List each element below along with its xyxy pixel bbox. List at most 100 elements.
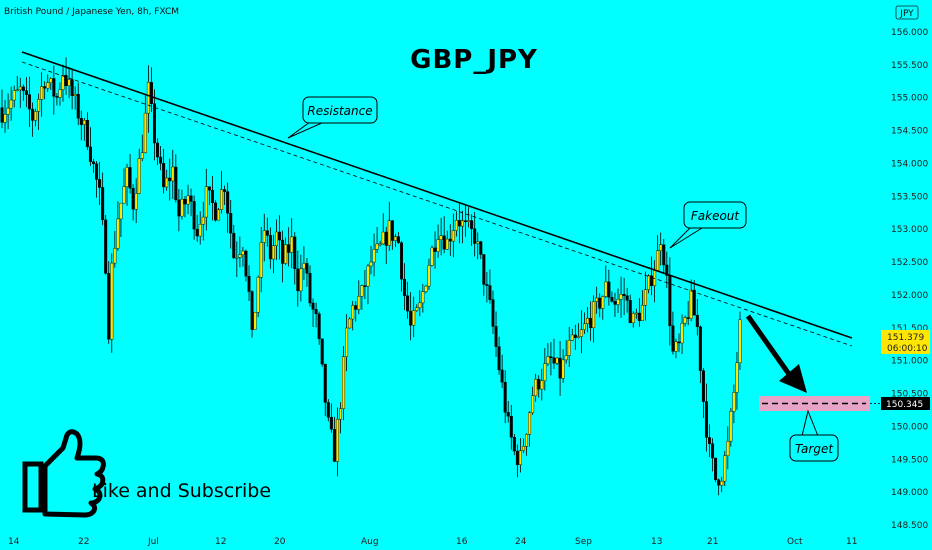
candle-body <box>451 230 455 242</box>
candle-body <box>723 455 727 482</box>
candle-body <box>110 262 114 340</box>
candle-body <box>137 158 141 194</box>
candle-body <box>589 318 593 329</box>
candle-body <box>552 357 556 364</box>
candle-body <box>515 450 519 465</box>
candle-body <box>293 236 297 270</box>
candle-body <box>30 108 34 121</box>
candle-body <box>351 305 355 320</box>
candle-body <box>613 301 617 305</box>
svg-text:JPY: JPY <box>899 9 914 19</box>
candle-body <box>384 231 388 246</box>
candle-body <box>570 334 574 341</box>
candle-body <box>464 220 468 223</box>
candle-body <box>698 326 702 371</box>
candle-body <box>543 363 547 381</box>
candle-body <box>247 276 251 292</box>
candle-body <box>518 450 522 465</box>
candle-body <box>476 241 480 244</box>
price-tick-label: 151.500 <box>891 324 928 334</box>
time-axis[interactable]: 14 22 Jul 12 20 Aug 16 24 Sep 13 21 Oct 11 <box>8 537 857 547</box>
candle-body <box>717 479 721 486</box>
candle-body <box>381 231 385 245</box>
candle-body <box>223 189 227 192</box>
candle-body <box>329 417 333 430</box>
candle-body <box>528 412 532 435</box>
price-tick-label: 150.500 <box>891 390 928 400</box>
candle-body <box>680 323 684 344</box>
candle-body <box>354 305 358 310</box>
candle-body <box>369 261 373 267</box>
candle-body <box>656 250 660 271</box>
candle-body <box>348 318 352 329</box>
candle-body <box>308 272 312 304</box>
candle-body <box>339 408 343 420</box>
candle-body <box>604 281 608 297</box>
candlestick-series <box>0 57 742 496</box>
candle-body <box>665 264 669 276</box>
candle-body <box>561 359 565 379</box>
candle-body <box>61 75 65 90</box>
candle-body <box>726 440 730 456</box>
candle-body <box>159 156 163 164</box>
target-callout[interactable]: Target <box>789 409 839 462</box>
like-subscribe-text: Like and Subscribe <box>92 480 271 502</box>
price-tick-label: 151.000 <box>891 357 928 367</box>
candle-body <box>34 111 38 121</box>
time-tick-label: Aug <box>361 537 379 547</box>
candle-body <box>134 193 138 210</box>
candle-body <box>296 268 300 292</box>
chart-title: GBP_JPY <box>410 45 538 75</box>
price-tick-label: 152.500 <box>891 258 928 268</box>
time-tick-label: Oct <box>787 537 803 547</box>
candle-body <box>424 285 428 292</box>
candle-body <box>491 299 495 327</box>
candle-body <box>576 336 580 338</box>
current-price-tag: 151.379 06:00:10 <box>881 330 930 354</box>
candle-body <box>735 362 739 393</box>
candle-body <box>299 268 303 292</box>
candle-body <box>445 238 449 250</box>
candle-body <box>278 231 282 241</box>
candle-body <box>689 289 693 319</box>
candle-body <box>460 220 464 227</box>
candle-body <box>659 244 663 251</box>
candle-body <box>671 325 675 352</box>
resistance-label: Resistance <box>307 104 372 118</box>
candle-body <box>494 326 498 347</box>
resistance-trendline[interactable] <box>21 51 853 339</box>
candle-body <box>537 378 541 390</box>
candle-body <box>70 79 74 96</box>
candle-body <box>378 243 382 246</box>
target-price-tag: 150.345 <box>881 397 930 410</box>
candle-body <box>573 334 577 338</box>
resistance-callout[interactable]: Resistance <box>287 96 378 139</box>
candle-body <box>259 242 263 278</box>
price-axis[interactable]: 156.000 155.500 155.000 154.500 154.000 153.5… <box>891 28 928 531</box>
candle-body <box>311 302 315 310</box>
candle-body <box>73 93 77 96</box>
candle-body <box>668 275 672 327</box>
candle-body <box>470 220 474 229</box>
candle-body <box>67 79 71 86</box>
currency-badge[interactable]: JPY <box>895 5 919 20</box>
time-tick-label: 16 <box>456 537 468 547</box>
candle-body <box>302 263 306 270</box>
candle-body <box>342 356 346 409</box>
candle-body <box>21 86 25 91</box>
candle-body <box>46 82 50 89</box>
candle-body <box>128 167 132 189</box>
candle-body <box>235 257 239 259</box>
candle-body <box>567 340 571 356</box>
price-tick-label: 154.500 <box>891 127 928 137</box>
candle-body <box>564 355 568 361</box>
fakeout-callout[interactable]: Fakeout <box>669 201 747 249</box>
candle-body <box>704 401 708 438</box>
candle-body <box>500 369 504 383</box>
candle-body <box>274 231 278 246</box>
candle-body <box>454 220 458 231</box>
candle-body <box>162 163 166 188</box>
time-tick-label: 14 <box>8 537 20 547</box>
